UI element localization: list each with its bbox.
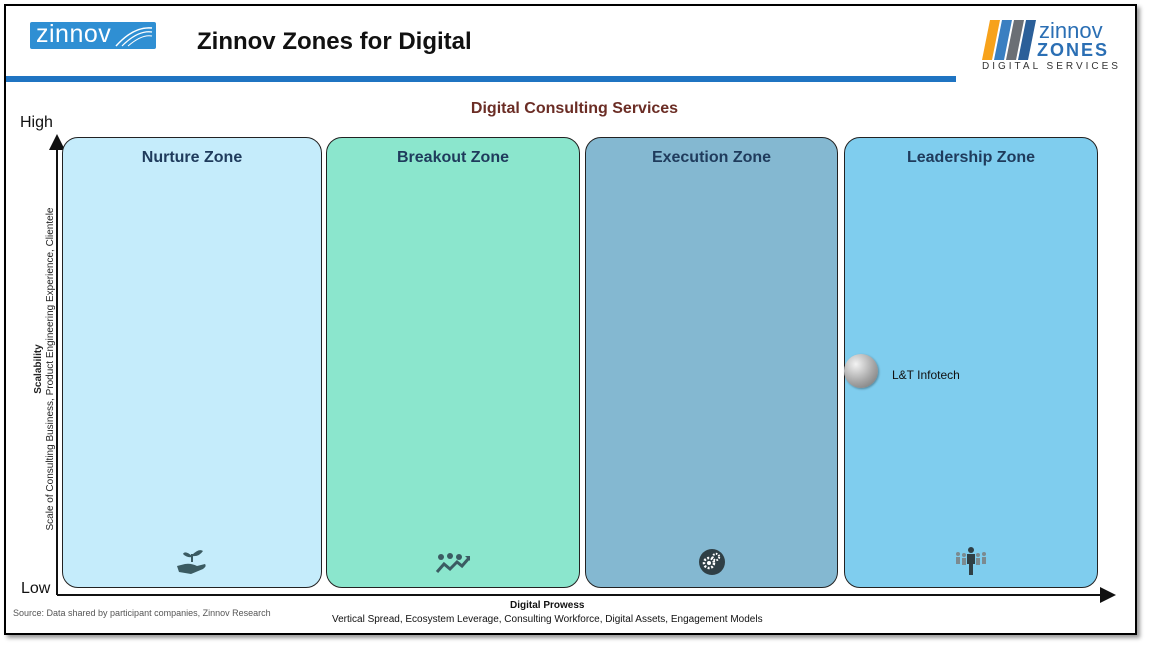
page-title: Zinnov Zones for Digital bbox=[197, 28, 472, 55]
company-bubble bbox=[844, 354, 878, 388]
company-label: L&T Infotech bbox=[892, 368, 960, 382]
leader-with-team-icon bbox=[953, 546, 989, 581]
execution-zone: Execution Zone bbox=[585, 137, 838, 588]
breakout-zone: Breakout Zone bbox=[326, 137, 580, 588]
plant-in-hand-icon bbox=[175, 548, 209, 581]
swoosh-icon bbox=[115, 27, 153, 47]
zone-title: Breakout Zone bbox=[396, 149, 509, 166]
leadership-zone: Leadership Zone bbox=[844, 137, 1098, 588]
y-axis-low-label: Low bbox=[21, 580, 51, 597]
zones-stripes-icon bbox=[982, 20, 1036, 60]
zone-title: Nurture Zone bbox=[141, 149, 243, 166]
people-growth-arrow-icon bbox=[435, 552, 471, 581]
header-accent-bar bbox=[6, 76, 956, 82]
gears-icon bbox=[698, 548, 726, 581]
x-axis-subtitle: Vertical Spread, Ecosystem Leverage, Con… bbox=[332, 614, 763, 625]
zinnov-logo: zinnov bbox=[30, 20, 156, 49]
y-axis-high-label: High bbox=[20, 114, 53, 131]
source-note: Source: Data shared by participant compa… bbox=[13, 608, 271, 618]
diagram-subtitle: Digital Consulting Services bbox=[470, 100, 679, 117]
zone-title: Leadership Zone bbox=[906, 149, 1036, 166]
nurture-zone: Nurture Zone bbox=[62, 137, 322, 588]
zinnov-zones-logo: zinnov ZONES DIGITAL SERVICES bbox=[982, 18, 1121, 72]
x-axis-title: Digital Prowess bbox=[510, 600, 585, 611]
zone-title: Execution Zone bbox=[651, 149, 772, 166]
